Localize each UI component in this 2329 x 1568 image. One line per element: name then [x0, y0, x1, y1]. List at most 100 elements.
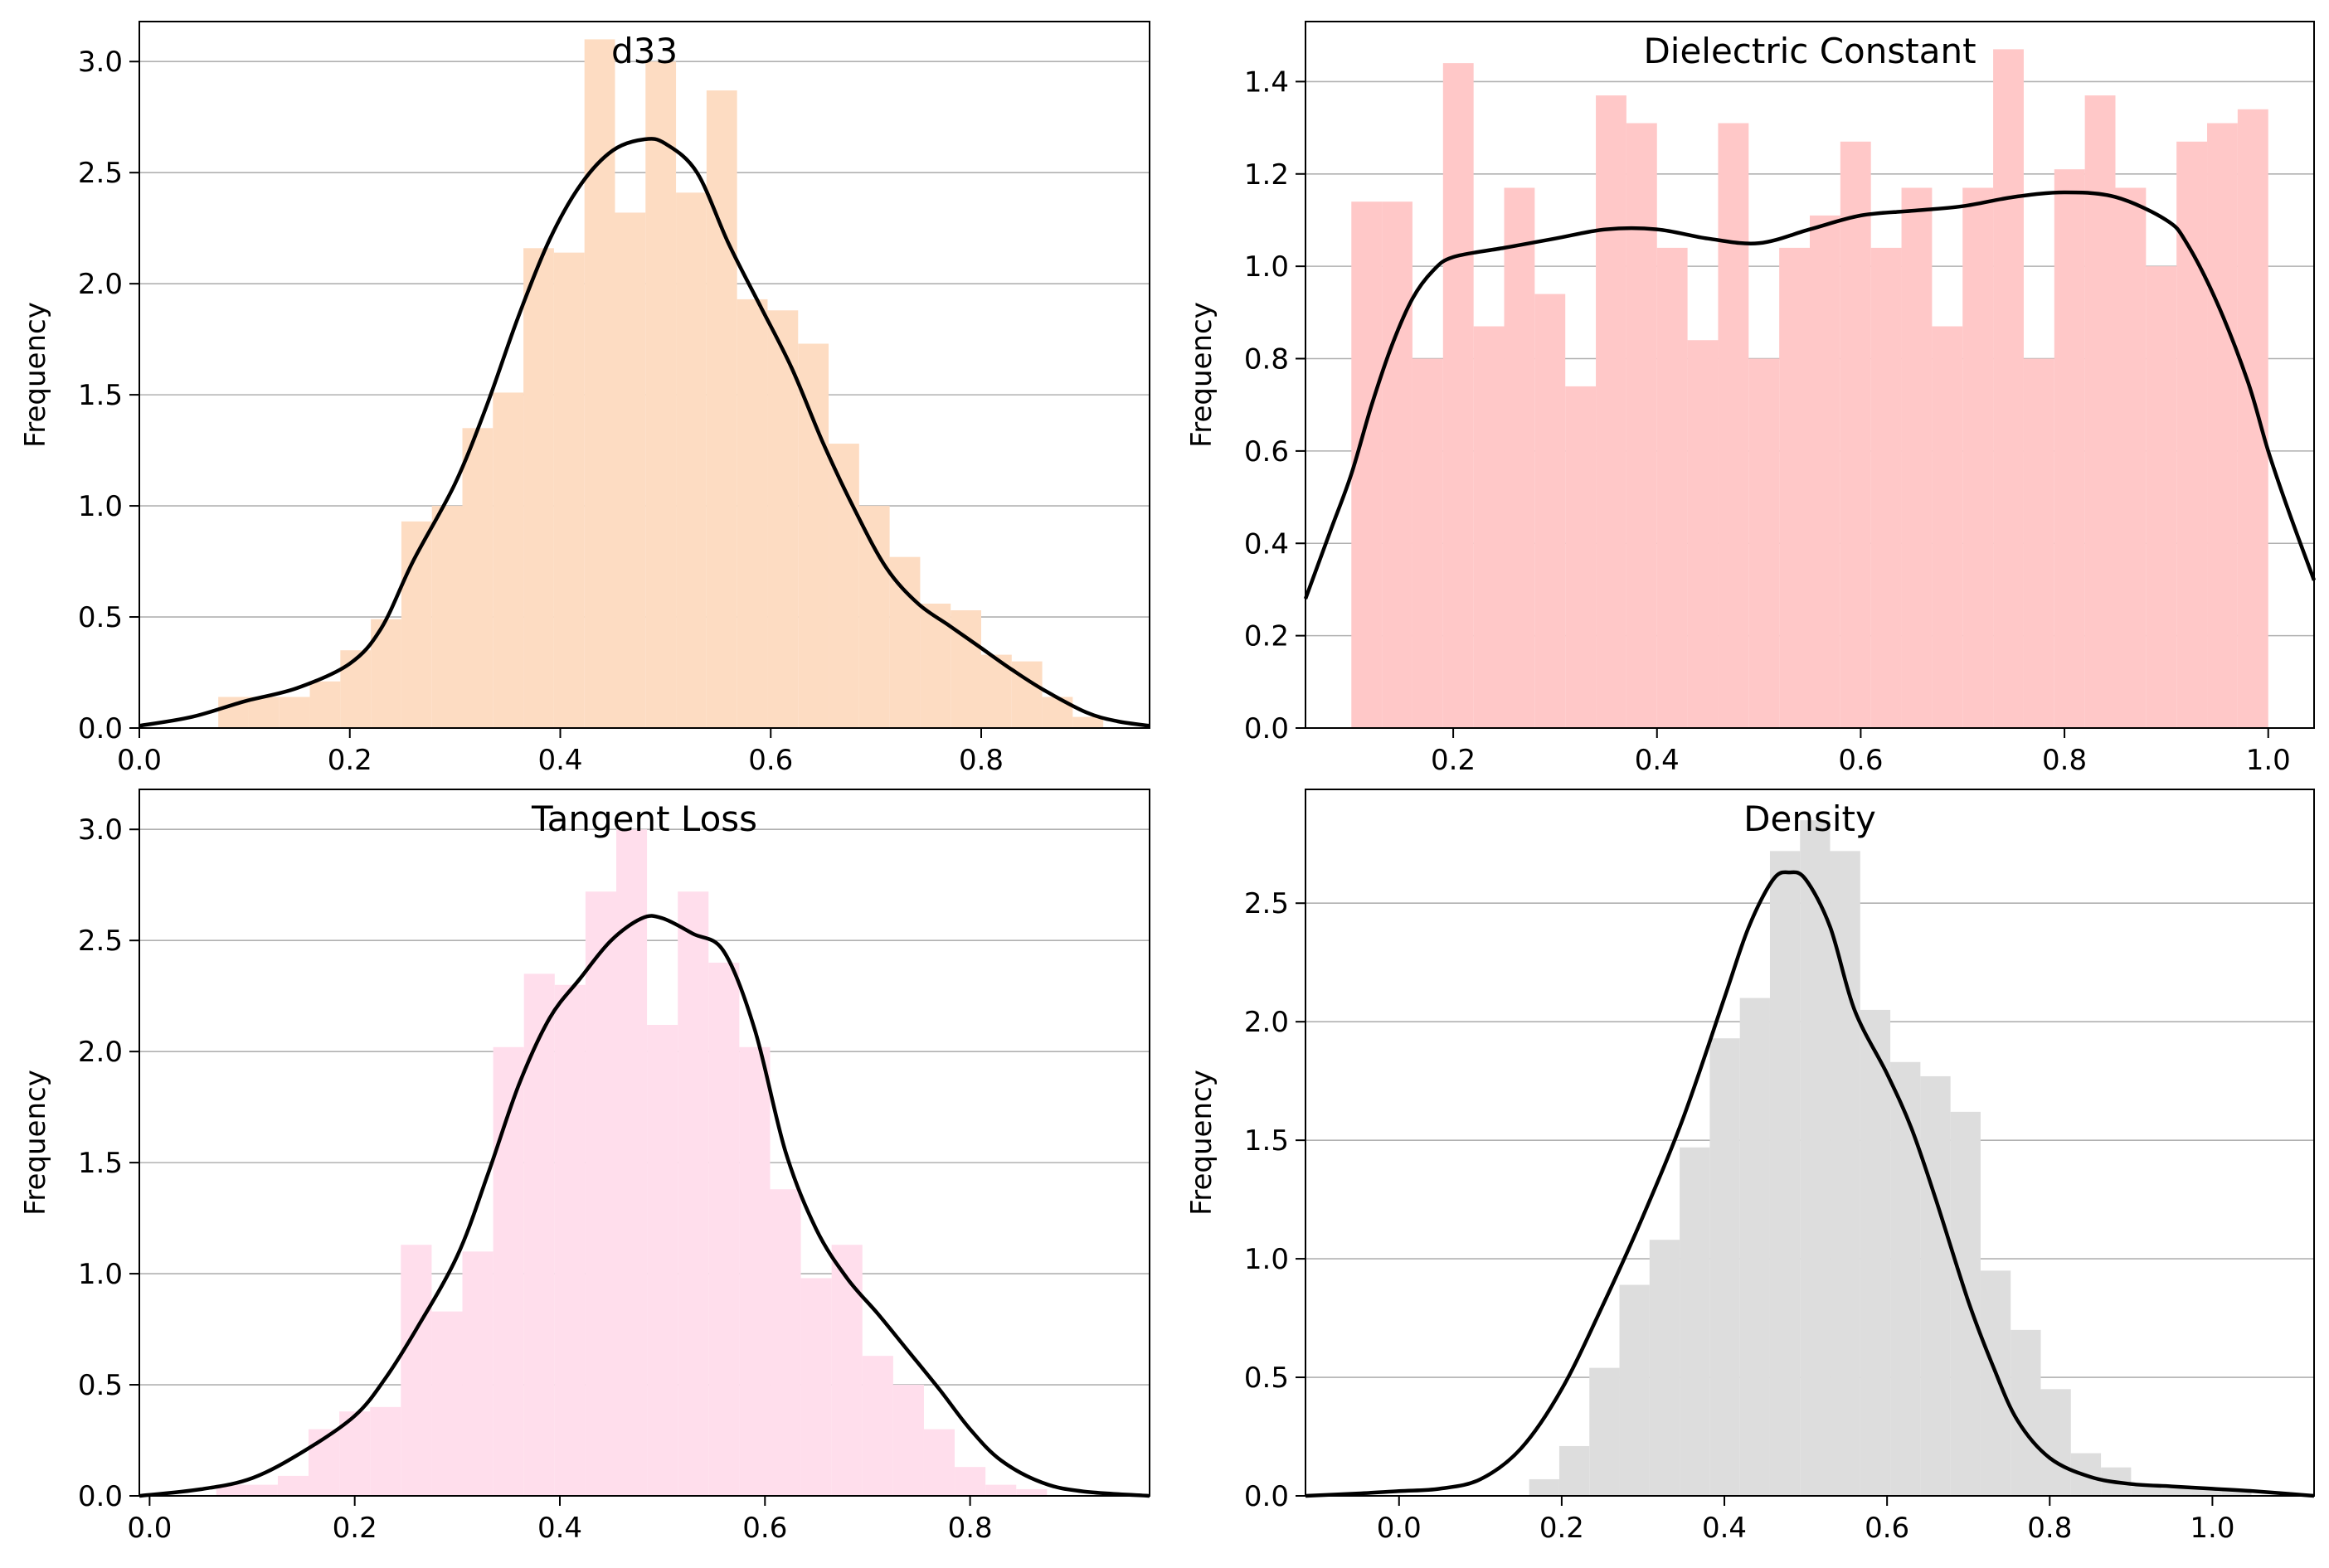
histogram-bar-tangent-loss-17 — [739, 1046, 771, 1496]
histogram-bar-d33-10 — [523, 248, 554, 728]
y-tick-label-d33-6: 3.0 — [78, 46, 123, 79]
y-axis-label-tangent-loss: Frequency — [19, 1070, 52, 1216]
axis-ticks-tangent-loss: 0.0 0.2 0.4 0.6 0.8 0.0 0.5 1.0 1.5 2.0 2.5 3.0 — [78, 813, 993, 1545]
x-tick-label-density-0: 0.0 — [1377, 1512, 1422, 1545]
chart-title-dielectric-constant: Dielectric Constant — [1643, 31, 1976, 71]
histogram-bar-d33-9 — [493, 392, 524, 728]
histogram-bar-tangent-loss-21 — [862, 1356, 893, 1496]
histogram-bar-dielectric-constant-24 — [2084, 95, 2116, 729]
y-tick-label-dielectric-constant-3: 0.6 — [1244, 435, 1289, 468]
histogram-bar-dielectric-constant-15 — [1810, 215, 1840, 729]
y-tick-label-density-0: 0.0 — [1244, 1480, 1289, 1513]
histogram-bar-tangent-loss-25 — [985, 1484, 1017, 1496]
y-tick-label-d33-1: 0.5 — [78, 601, 123, 634]
x-tick-label-tangent-loss-0: 0.0 — [127, 1512, 172, 1545]
histogram-bar-d33-22 — [889, 556, 921, 728]
histogram-bar-density-3 — [1619, 1284, 1650, 1496]
chart-title-density: Density — [1743, 799, 1876, 839]
histogram-bar-dielectric-constant-10 — [1656, 247, 1688, 728]
histogram-bar-dielectric-constant-29 — [2237, 109, 2268, 728]
histogram-bar-density-9 — [1800, 820, 1831, 1496]
histogram-bar-tangent-loss-6 — [401, 1245, 432, 1496]
subplot-tangent-loss: 0.0 0.2 0.4 0.6 0.8 0.0 0.5 1.0 1.5 2.0 2.5 3.0 Tan… — [19, 789, 1150, 1545]
histogram-bar-d33-16 — [706, 90, 737, 729]
histogram-bar-density-21 — [2161, 1488, 2191, 1496]
histogram-bar-tangent-loss-0 — [216, 1484, 247, 1496]
histogram-bar-dielectric-constant-5 — [1504, 187, 1535, 728]
y-tick-label-tangent-loss-0: 0.0 — [78, 1480, 123, 1513]
x-tick-label-dielectric-constant-2: 0.6 — [1838, 744, 1883, 777]
histogram-bar-d33-11 — [553, 252, 585, 729]
histogram-bar-tangent-loss-11 — [554, 984, 586, 1496]
histogram-bar-d33-1 — [248, 697, 280, 728]
histogram-bar-density-22 — [2190, 1488, 2222, 1496]
y-axis-label-density: Frequency — [1185, 1070, 1218, 1216]
histogram-bar-density-7 — [1739, 998, 1770, 1496]
histogram-bar-tangent-loss-24 — [955, 1467, 986, 1496]
histogram-bar-tangent-loss-20 — [831, 1245, 863, 1496]
kde-line-tangent-loss — [139, 914, 1150, 1498]
histogram-bar-dielectric-constant-12 — [1718, 123, 1749, 728]
histogram-bar-dielectric-constant-26 — [2146, 266, 2177, 728]
histogram-bar-dielectric-constant-0 — [1351, 201, 1383, 729]
y-tick-label-tangent-loss-6: 3.0 — [78, 813, 123, 847]
histogram-bar-dielectric-constant-7 — [1565, 386, 1597, 728]
histogram-bar-d33-8 — [462, 428, 494, 728]
y-tick-label-dielectric-constant-2: 0.4 — [1244, 527, 1289, 561]
y-tick-label-tangent-loss-2: 1.0 — [78, 1258, 123, 1291]
y-tick-label-d33-0: 0.0 — [78, 712, 123, 745]
y-tick-label-tangent-loss-5: 2.5 — [78, 925, 123, 958]
kde-curve-d33 — [139, 137, 1150, 728]
x-tick-label-dielectric-constant-0: 0.2 — [1431, 744, 1476, 777]
x-tick-label-dielectric-constant-3: 0.8 — [2042, 744, 2087, 777]
histogram-bar-tangent-loss-16 — [708, 962, 740, 1496]
kde-line-dielectric-constant — [1303, 190, 2317, 600]
histogram-bar-density-16 — [2011, 1329, 2041, 1496]
histogram-bar-d33-13 — [615, 212, 646, 728]
histogram-bar-d33-21 — [858, 506, 890, 728]
histogram-bar-d33-4 — [340, 650, 372, 728]
histogram-bar-dielectric-constant-9 — [1626, 123, 1657, 728]
y-axis-label-d33: Frequency — [19, 302, 52, 448]
y-tick-label-tangent-loss-3: 1.5 — [78, 1147, 123, 1180]
histogram-bar-tangent-loss-9 — [493, 1046, 524, 1496]
histogram-bar-dielectric-constant-18 — [1901, 187, 1933, 728]
x-tick-label-density-3: 0.6 — [1865, 1512, 1909, 1545]
x-tick-label-d33-2: 0.4 — [537, 744, 582, 777]
y-tick-label-tangent-loss-1: 0.5 — [78, 1369, 123, 1402]
y-tick-label-density-1: 0.5 — [1244, 1362, 1289, 1395]
histogram-bar-density-17 — [2040, 1389, 2071, 1496]
histogram-bar-density-11 — [1860, 1009, 1891, 1496]
histogram-bar-density-4 — [1649, 1240, 1680, 1496]
histogram-bar-tangent-loss-22 — [892, 1385, 924, 1496]
histogram-bar-dielectric-constant-3 — [1442, 63, 1474, 728]
histogram-bar-dielectric-constant-25 — [2115, 187, 2147, 728]
plot-frame-density — [1305, 789, 2315, 1497]
histogram-bar-d33-17 — [737, 299, 768, 729]
histogram-bars-d33 — [218, 39, 1104, 729]
axis-ticks-d33: 0.0 0.2 0.4 0.6 0.8 0.0 0.5 1.0 1.5 2.0 2.5 3.0 — [78, 46, 1004, 777]
y-tick-label-tangent-loss-4: 2.0 — [78, 1036, 123, 1069]
plot-frame-d33 — [139, 21, 1150, 729]
histogram-bar-density-13 — [1920, 1075, 1951, 1496]
histogram-bar-density-15 — [1980, 1270, 2011, 1496]
histogram-bar-d33-2 — [279, 697, 310, 728]
y-tick-label-d33-5: 2.5 — [78, 157, 123, 190]
x-tick-label-dielectric-constant-1: 0.4 — [1635, 744, 1680, 777]
x-tick-label-dielectric-constant-4: 1.0 — [2246, 744, 2291, 777]
histogram-bar-dielectric-constant-17 — [1870, 247, 1902, 728]
histogram-bar-dielectric-constant-28 — [2207, 123, 2238, 728]
plot-frame-tangent-loss — [139, 789, 1150, 1497]
histogram-bar-tangent-loss-19 — [800, 1278, 832, 1496]
x-tick-label-tangent-loss-1: 0.2 — [333, 1512, 377, 1545]
histogram-bar-dielectric-constant-23 — [2054, 169, 2085, 729]
x-tick-label-density-5: 1.0 — [2190, 1512, 2234, 1545]
subplot-density: 0.0 0.2 0.4 0.6 0.8 1.0 0.0 0.5 1.0 1.5 2.0 2.5 Den… — [1185, 789, 2315, 1545]
histogram-bar-dielectric-constant-1 — [1382, 201, 1412, 729]
y-tick-label-d33-3: 1.5 — [78, 379, 123, 412]
histogram-bar-d33-14 — [645, 61, 677, 728]
kde-line-d33 — [139, 137, 1150, 728]
chart-title-tangent-loss: Tangent Loss — [531, 799, 757, 839]
histogram-bar-tangent-loss-5 — [370, 1406, 401, 1496]
